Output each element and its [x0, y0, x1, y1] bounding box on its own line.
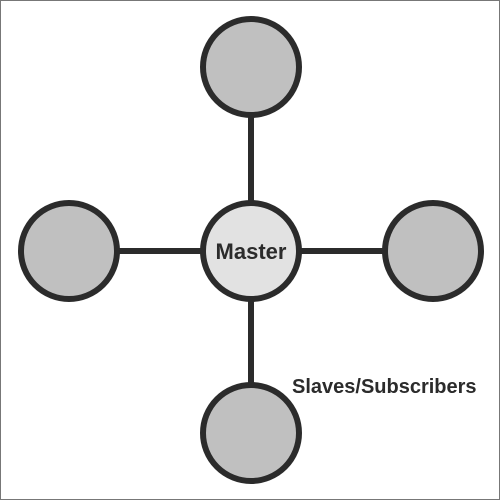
slaves-subscribers-label: Slaves/Subscribers [292, 376, 477, 398]
master-label: Master [216, 239, 287, 264]
master-node [200, 200, 302, 302]
slave-node-bottom [200, 382, 302, 484]
slave-node-left [18, 200, 120, 302]
slave-node-top [200, 16, 302, 118]
slave-node-right [382, 200, 484, 302]
